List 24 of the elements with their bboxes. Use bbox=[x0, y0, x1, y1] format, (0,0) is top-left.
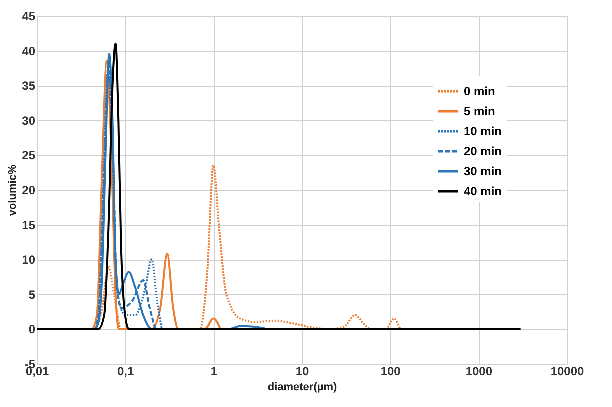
y-tick-label: 45 bbox=[22, 10, 36, 24]
legend-label: 5 min bbox=[464, 104, 496, 118]
legend-label: 10 min bbox=[464, 124, 502, 138]
x-tick-label: 10000 bbox=[550, 364, 585, 378]
x-axis-title: diameter(µm) bbox=[268, 382, 338, 394]
y-tick-label: 5 bbox=[28, 288, 36, 302]
y-tick-label: 15 bbox=[22, 218, 36, 232]
y-tick-label: 30 bbox=[22, 114, 36, 128]
x-tick-label: 0,1 bbox=[117, 364, 134, 378]
legend-label: 30 min bbox=[464, 164, 502, 178]
y-tick-label: 10 bbox=[22, 253, 36, 268]
legend-label: 40 min bbox=[464, 184, 502, 198]
y-tick-label: 20 bbox=[22, 184, 36, 198]
x-tick-label: 10 bbox=[296, 364, 310, 378]
x-tick-label: 100 bbox=[380, 364, 402, 378]
legend-label: 20 min bbox=[464, 144, 502, 158]
y-tick-label: 25 bbox=[22, 148, 36, 163]
x-tick-label: 1000 bbox=[466, 364, 493, 378]
y-tick-label: 35 bbox=[22, 79, 36, 94]
x-tick-label: 1 bbox=[210, 364, 218, 378]
y-tick-label: 0 bbox=[28, 322, 36, 337]
y-tick-label: 40 bbox=[22, 44, 36, 58]
y-axis-title: volumic% bbox=[7, 164, 20, 216]
legend-label: 0 min bbox=[464, 84, 496, 98]
